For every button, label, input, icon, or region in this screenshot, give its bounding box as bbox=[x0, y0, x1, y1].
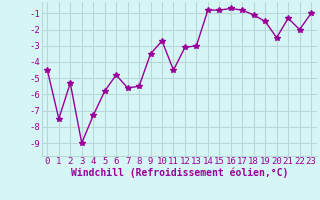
X-axis label: Windchill (Refroidissement éolien,°C): Windchill (Refroidissement éolien,°C) bbox=[70, 168, 288, 178]
